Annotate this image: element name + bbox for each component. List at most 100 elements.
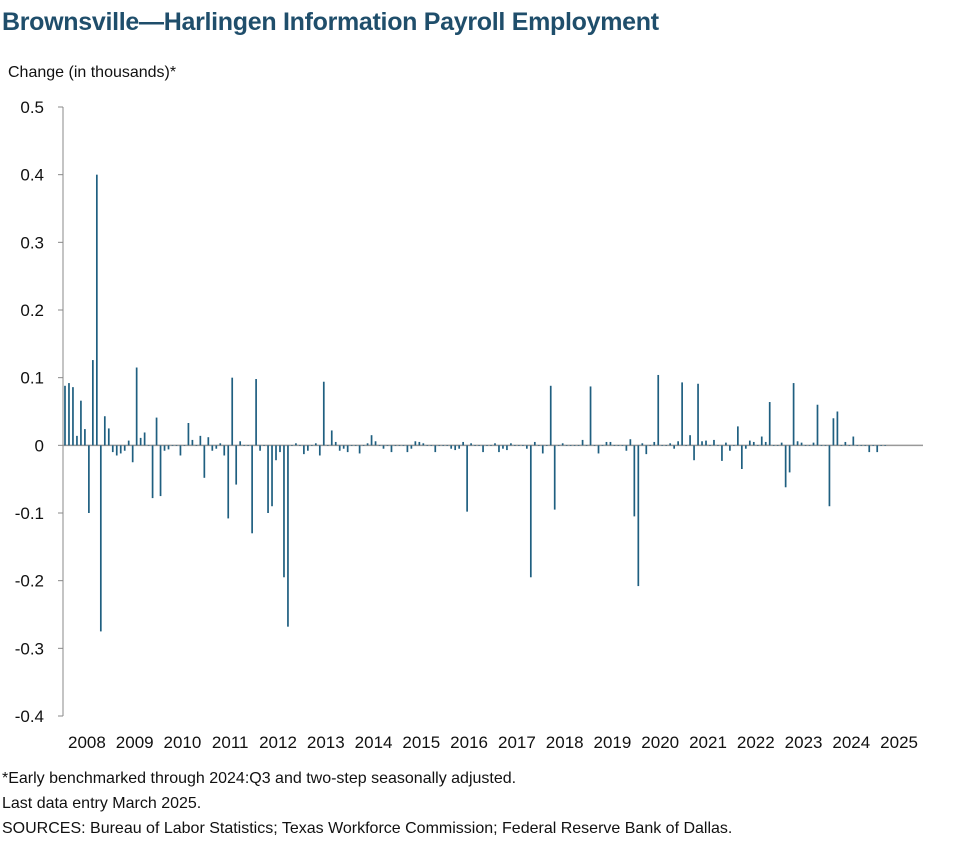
bar [131,445,134,463]
bar [518,445,520,446]
bar [354,445,357,446]
bar [386,445,389,446]
bar [561,443,564,446]
bar [163,445,166,451]
bar [800,442,803,446]
bar [601,445,604,446]
bar [697,383,699,446]
bar [418,441,421,446]
bar [860,445,863,446]
bar [406,445,409,453]
bar [840,445,843,446]
bar [569,445,572,446]
bar [203,445,206,478]
bar [442,445,445,446]
bar [434,445,437,453]
x-tick-label: 2021 [689,733,727,752]
bar [374,441,377,446]
bar [127,440,130,446]
bar [207,437,210,446]
bar [585,445,588,446]
bar [346,445,349,453]
bar [215,445,218,449]
bar [637,445,640,587]
bar [549,385,552,446]
bar [506,445,508,451]
footnote-sources: SOURCES: Bureau of Labor Statistics; Tex… [2,820,733,837]
bar [557,445,560,446]
bar [219,443,222,446]
bar [111,445,114,453]
bar [729,445,731,451]
x-tick-label: 2010 [163,733,201,752]
bar [522,445,524,446]
y-tick-label: -0.2 [15,572,44,591]
y-tick-label: 0.5 [20,98,44,117]
bar [211,445,214,451]
bar [864,445,867,446]
x-tick-label: 2013 [307,733,345,752]
bar [796,441,799,446]
bar [107,428,110,446]
bar [605,441,608,446]
bar [159,445,162,497]
bar [573,445,576,446]
bar [342,445,345,449]
bar [318,445,321,456]
bar [848,445,851,446]
bar [402,445,405,446]
bar [685,445,687,446]
bar [828,445,831,507]
y-tick-label: -0.1 [15,504,44,523]
bar [326,445,329,446]
bar [362,445,365,446]
bar [187,423,190,446]
bar [737,426,739,446]
bar [251,445,253,534]
bar [394,445,397,446]
bar [76,435,78,446]
bar [303,445,305,455]
bar [255,379,257,446]
bar [876,445,879,453]
bar [609,441,612,446]
bar [151,445,154,499]
bar [733,445,735,446]
bar [378,445,381,446]
bar [179,445,182,456]
bar [621,445,624,446]
bar [167,445,170,450]
footnote-benchmark: *Early benchmarked through 2024:Q3 and t… [2,770,517,787]
bar [64,385,66,446]
bar [390,445,393,453]
bar [856,445,859,446]
x-tick-label: 2019 [593,733,631,752]
bar [80,400,82,446]
bar [725,442,727,446]
bar [780,442,783,446]
bar [195,445,198,446]
bar [199,435,202,446]
bar [295,443,297,446]
bar-chart: 0.5 0.4 0.3 0.2 0.1 0 -0.1 -0.2 -0.3 -0.4 2008 2009… [15,98,923,752]
bar [689,435,691,446]
bar [498,445,500,453]
bar [884,445,887,446]
bar [836,411,839,446]
bar [338,445,341,451]
bar [191,439,194,446]
bar [414,441,417,446]
bars [64,174,887,632]
bar [752,441,755,446]
bar [95,174,98,446]
bar [816,404,819,446]
bar [382,445,385,449]
y-tick-label: 0.3 [20,233,44,252]
bar [426,445,429,446]
bar [223,445,226,456]
bar [72,387,74,446]
bar [657,374,660,446]
bar [299,445,301,446]
bar [171,445,174,446]
bar [788,445,791,473]
